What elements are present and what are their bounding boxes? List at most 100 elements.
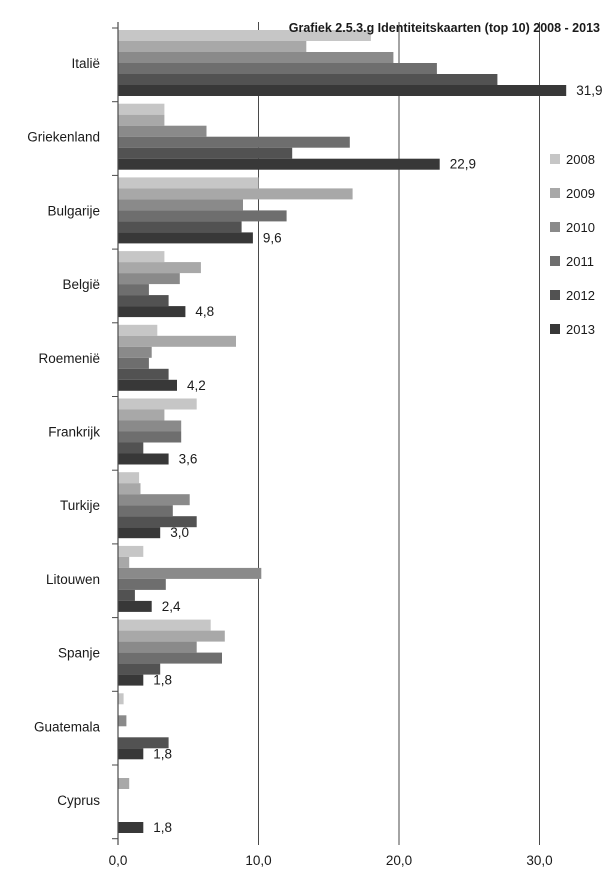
bar-2012 [118, 663, 161, 675]
bar-2011 [118, 578, 166, 590]
bar-2010 [118, 641, 197, 653]
chart-title: Grafiek 2.5.3.g Identiteitskaarten (top … [289, 21, 600, 35]
x-tick-label: 30,0 [526, 853, 552, 868]
legend: 2008 2009 2010 2011 2012 2013 [550, 152, 595, 337]
category-label: Litouwen [46, 572, 100, 587]
legend-swatch [550, 324, 560, 334]
bar-2012 [118, 74, 498, 85]
bar-2013 [118, 158, 440, 170]
bar-2009 [118, 114, 165, 126]
bar-2009 [118, 188, 353, 200]
bar-2008 [118, 398, 197, 410]
bar-2011 [118, 63, 437, 74]
data-label: 22,9 [450, 157, 476, 172]
bar-2009 [118, 556, 130, 568]
bar-2010 [118, 420, 182, 432]
bar-2013 [118, 748, 144, 760]
bar-2010 [118, 715, 127, 727]
category-label: België [62, 277, 100, 292]
bar-2008 [118, 103, 165, 115]
data-label: 2,4 [162, 599, 181, 614]
bar-2008 [118, 619, 211, 631]
bar-2008 [118, 545, 144, 557]
bar-2011 [118, 505, 173, 517]
data-label: 1,8 [153, 673, 172, 688]
bar-2009 [118, 409, 165, 421]
data-label: 4,2 [187, 378, 206, 393]
legend-label: 2011 [566, 254, 594, 269]
legend-swatch [550, 256, 560, 266]
bar-2013 [118, 85, 567, 96]
bar-2011 [118, 652, 222, 664]
category-label: Griekenland [27, 130, 100, 145]
bar-2010 [118, 199, 243, 211]
x-tick-label: 20,0 [386, 853, 412, 868]
bar-2010 [118, 125, 207, 137]
bar-2009 [118, 778, 130, 789]
bar-2010 [118, 273, 180, 285]
bar-2012 [118, 589, 135, 601]
bar-2009 [118, 335, 236, 347]
legend-swatch [550, 290, 560, 300]
legend-label: 2009 [566, 186, 595, 201]
bar-2011 [118, 284, 149, 296]
category-label: Cyprus [57, 793, 100, 808]
bar-2013 [118, 453, 169, 465]
bar-2010 [118, 567, 262, 579]
category-label: Roemenië [38, 351, 100, 366]
category-label: Guatemala [34, 719, 101, 734]
bar-2013 [118, 600, 152, 612]
data-label: 1,8 [153, 820, 172, 835]
legend-swatch [550, 222, 560, 232]
category-label: Spanje [58, 646, 100, 661]
bar-2011 [118, 210, 287, 222]
bar-2012 [118, 368, 169, 380]
category-label: Turkije [60, 498, 100, 513]
bar-2013 [118, 527, 161, 539]
data-label: 31,9 [576, 83, 602, 98]
bar-2011 [118, 357, 149, 369]
data-label: 4,8 [195, 304, 214, 319]
bar-2009 [118, 630, 225, 642]
bar-2010 [118, 52, 394, 63]
bar-2008 [118, 324, 158, 336]
bar-2013 [118, 822, 144, 833]
bar-2010 [118, 494, 190, 506]
bar-2012 [118, 147, 293, 159]
x-tick-label: 0,0 [109, 853, 128, 868]
category-label: Italië [71, 56, 100, 71]
bar-2013 [118, 232, 253, 244]
legend-label: 2008 [566, 152, 595, 167]
labels: Italië 31,9 Griekenland 22,9 Bulgarije 9,6 Bel… [27, 56, 602, 835]
bar-2010 [118, 346, 152, 358]
legend-label: 2010 [566, 220, 595, 235]
category-label: Bulgarije [47, 203, 100, 218]
bar-2012 [118, 442, 144, 454]
bar-2008 [118, 251, 165, 263]
legend-label: 2012 [566, 288, 595, 303]
bar-2009 [118, 41, 307, 52]
bar-2013 [118, 379, 177, 391]
bar-2008 [118, 30, 371, 41]
data-label: 9,6 [263, 230, 282, 245]
bar-2012 [118, 221, 242, 233]
axes: 0,0 10,0 20,0 30,0 [109, 22, 553, 868]
bar-2013 [118, 674, 144, 686]
bar-2009 [118, 262, 201, 274]
data-label: 3,0 [170, 525, 189, 540]
category-label: Frankrijk [48, 425, 100, 440]
bar-2011 [118, 136, 350, 148]
bar-2008 [118, 177, 259, 189]
bar-2012 [118, 516, 197, 528]
bar-2009 [118, 483, 141, 495]
data-label: 1,8 [153, 746, 172, 761]
data-label: 3,6 [179, 452, 198, 467]
bar-2008 [118, 693, 124, 705]
legend-label: 2013 [566, 322, 595, 337]
legend-swatch [550, 188, 560, 198]
bar-2012 [118, 295, 169, 307]
bars [118, 30, 567, 833]
bar-2012 [118, 737, 169, 749]
bar-2008 [118, 472, 140, 484]
